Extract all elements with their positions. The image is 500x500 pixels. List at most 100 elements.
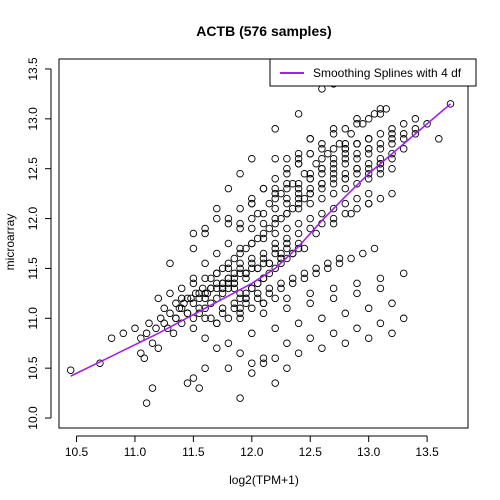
data-point: [66, 366, 75, 374]
data-point: [283, 254, 291, 263]
data-point: [353, 120, 361, 128]
data-point: [359, 120, 367, 128]
data-point: [353, 279, 361, 288]
data-point: [230, 269, 239, 278]
data-point: [353, 194, 361, 203]
data-point: [148, 384, 157, 392]
data-point: [236, 264, 244, 273]
x-tick-label: 11.5: [182, 445, 205, 459]
data-point: [283, 294, 291, 303]
data-point: [191, 289, 200, 298]
data-point: [236, 204, 244, 213]
data-point: [329, 154, 338, 163]
data-point: [376, 145, 385, 153]
data-point: [271, 154, 279, 163]
data-point: [137, 349, 145, 357]
data-point: [329, 145, 338, 153]
data-point: [306, 334, 314, 342]
data-point: [224, 284, 233, 293]
legend-label-fit: Smoothing Splines with 4 df: [313, 66, 462, 80]
data-point: [201, 364, 209, 372]
fit-line-group: [70, 103, 452, 377]
data-point: [265, 284, 274, 293]
data-point: [294, 184, 303, 193]
data-point: [353, 154, 361, 163]
data-point: [248, 254, 256, 263]
data-point: [318, 179, 326, 188]
data-point: [283, 304, 291, 313]
data-point: [236, 349, 244, 357]
data-point: [318, 194, 326, 203]
data-point: [163, 324, 172, 333]
data-point: [142, 399, 151, 407]
x-tick-label: 11.0: [124, 445, 147, 459]
data-point: [411, 130, 420, 138]
data-point: [347, 130, 355, 138]
data-point: [148, 339, 157, 347]
data-point: [364, 115, 373, 123]
data-point: [312, 229, 320, 238]
data-point: [236, 394, 244, 402]
data-point: [364, 189, 373, 198]
data-point: [329, 294, 338, 303]
data-point: [142, 329, 151, 338]
data-point: [236, 259, 244, 268]
data-point: [207, 274, 215, 283]
data-point: [218, 279, 227, 288]
chart-title: ACTB (576 samples): [196, 23, 331, 39]
x-tick-label: 12.0: [240, 445, 264, 459]
data-point: [364, 174, 373, 183]
data-point: [242, 299, 250, 308]
data-point: [300, 244, 309, 253]
data-point: [224, 339, 233, 347]
data-point: [341, 149, 350, 158]
data-point: [335, 140, 344, 148]
data-point: [248, 369, 256, 377]
data-point: [230, 299, 239, 308]
data-point: [382, 105, 390, 113]
data-point: [271, 174, 279, 183]
data-point: [201, 294, 209, 303]
data-point: [230, 284, 239, 293]
data-point: [364, 164, 373, 173]
data-point: [376, 194, 385, 203]
data-point: [294, 154, 303, 163]
data-point: [318, 164, 326, 173]
data-point: [329, 284, 338, 293]
data-point: [201, 334, 209, 342]
data-point: [353, 324, 361, 333]
data-point: [236, 309, 244, 318]
data-point: [187, 294, 195, 303]
data-point: [213, 319, 221, 328]
data-point: [271, 229, 279, 238]
data-point: [294, 110, 303, 118]
data-point: [294, 149, 303, 158]
data-point: [259, 184, 268, 193]
data-point: [271, 219, 279, 228]
x-tick-label: 10.5: [65, 445, 89, 459]
data-point: [312, 159, 320, 168]
data-point: [166, 309, 174, 318]
data-point: [376, 284, 385, 293]
data-point: [329, 159, 338, 168]
data-point: [376, 130, 385, 138]
data-point: [329, 164, 338, 173]
x-tick-label: 12.5: [299, 445, 323, 459]
data-point: [207, 314, 215, 323]
data-point: [248, 154, 256, 163]
data-point: [177, 294, 186, 303]
data-point: [399, 314, 408, 323]
data-point: [277, 214, 285, 223]
data-point: [435, 135, 443, 143]
data-point: [271, 189, 279, 198]
data-point: [248, 329, 256, 338]
data-point: [318, 154, 326, 163]
data-point: [213, 204, 221, 213]
y-tick-label: 13.0: [26, 107, 40, 131]
data-point: [353, 169, 361, 178]
data-point: [230, 254, 239, 263]
data-point: [283, 364, 291, 372]
data-point: [294, 319, 303, 328]
data-point: [283, 179, 291, 188]
data-point: [242, 294, 250, 303]
